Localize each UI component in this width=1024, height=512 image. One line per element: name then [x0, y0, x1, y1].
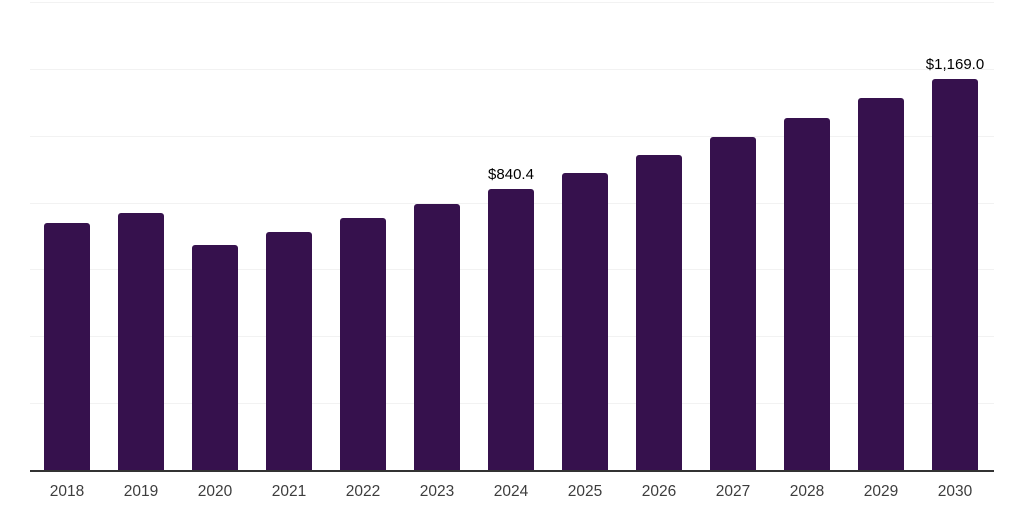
bar-2027: [710, 137, 756, 470]
x-axis-label-2021: 2021: [271, 483, 307, 500]
x-axis-label-2019: 2019: [123, 483, 159, 500]
x-axis-label-2024: 2024: [493, 483, 529, 500]
x-axis-label-2022: 2022: [345, 483, 381, 500]
bar-2023: [414, 204, 460, 470]
bar-2025: [562, 172, 608, 470]
gridline: [30, 2, 994, 3]
x-axis-label-2018: 2018: [49, 483, 85, 500]
x-axis-line: [30, 470, 994, 472]
bar-2019: [118, 213, 164, 470]
data-label-2030: $1,169.0: [925, 56, 985, 74]
data-label-2024: $840.4: [488, 166, 534, 184]
bar-2022: [340, 218, 386, 470]
bar-2024: [488, 189, 534, 470]
bar-2018: [44, 223, 90, 470]
bar-2030: [932, 79, 978, 470]
x-axis-label-2028: 2028: [789, 483, 825, 500]
bar-2026: [636, 155, 682, 470]
x-axis-label-2023: 2023: [419, 483, 455, 500]
bar-2021: [266, 232, 312, 470]
bar-chart-plot: $840.4 $1,169.0: [30, 2, 994, 472]
x-axis-label-2029: 2029: [863, 483, 899, 500]
bar-2028: [784, 118, 830, 470]
x-axis-label-2030: 2030: [937, 483, 973, 500]
gridline: [30, 135, 994, 137]
gridline: [30, 68, 994, 70]
x-axis-label-2025: 2025: [567, 483, 603, 500]
bar-2020: [192, 245, 238, 470]
bar-2029: [858, 98, 904, 470]
x-axis-label-2027: 2027: [715, 483, 751, 500]
x-axis-label-2026: 2026: [641, 483, 677, 500]
x-axis-label-2020: 2020: [197, 483, 233, 500]
